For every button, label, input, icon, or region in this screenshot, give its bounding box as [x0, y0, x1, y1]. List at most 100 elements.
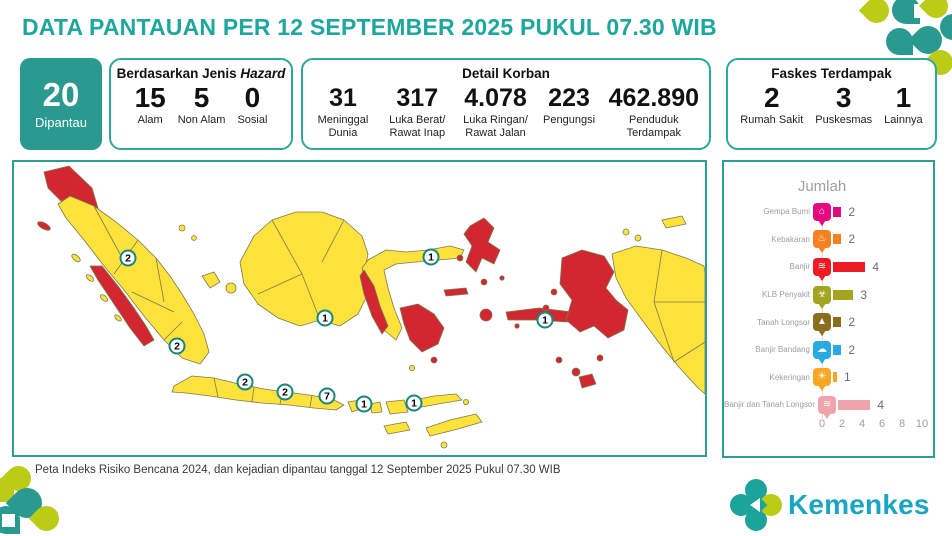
stat-item-penduduk: 462.890 Penduduk Terdampak — [603, 83, 705, 139]
stat-label: Pengungsi — [543, 114, 596, 126]
chart-bar — [833, 206, 842, 217]
chart-bar — [833, 372, 837, 383]
stat-item-puskesmas: 3 Puskesmas — [809, 83, 878, 127]
stat-item-non-alam: 5 Non Alam — [172, 83, 232, 127]
stat-value: 223 — [548, 84, 590, 112]
stat-label: Non Alam — [177, 114, 226, 126]
page-title: DATA PANTAUAN PER 12 SEPTEMBER 2025 PUKU… — [22, 14, 717, 40]
map-marker: 1 — [422, 248, 440, 266]
faskes-items: 2 Rumah Sakit 3 Puskesmas 1 Lainnya — [728, 81, 935, 148]
kebakaran-icon: ♨ — [813, 230, 831, 254]
faskes-card: Faskes Terdampak 2 Rumah Sakit 3 Puskesm… — [726, 58, 937, 150]
monitored-value: 20 — [42, 76, 80, 113]
stat-value: 5 — [193, 82, 210, 113]
map-source-note: Peta Indeks Risiko Bencana 2024, dan kej… — [35, 464, 561, 476]
chart-bar — [838, 399, 871, 410]
stat-value: 0 — [244, 82, 261, 113]
stat-item-lainnya: 1 Lainnya — [878, 83, 929, 127]
petal-icon — [940, 14, 952, 40]
stat-value: 4.078 — [464, 84, 527, 112]
indonesia-risk-map: 2 2 1 2 2 7 1 1 1 1 — [12, 160, 707, 457]
stat-item-rumah-sakit: 2 Rumah Sakit — [734, 83, 809, 127]
victim-items: 31 Meninggal Dunia 317 Luka Berat/ Rawat… — [303, 81, 709, 148]
chart-value-label: 4 — [872, 259, 880, 274]
petal-icon — [892, 0, 920, 24]
petal-icon — [858, 0, 895, 29]
stat-value: 31 — [329, 84, 357, 112]
stat-value: 3 — [835, 82, 852, 113]
map-marker: 2 — [236, 373, 254, 391]
hazard-title-text: Berdasarkan Jenis — [116, 66, 241, 81]
banjir-bandang-icon: ☁ — [813, 340, 831, 364]
petal-icon — [886, 28, 913, 55]
monitored-count-card: 20 Dipantau — [20, 58, 102, 150]
map-marker: 2 — [168, 337, 186, 355]
kemenkes-wordmark: Kemenkes — [788, 489, 930, 520]
hazard-type-card: Berdasarkan Jenis Hazard 15 Alam 5 Non A… — [109, 58, 293, 150]
chart-row: Kekeringan ☀ 1 — [724, 364, 933, 392]
chart-value-label: 4 — [877, 397, 885, 412]
map-marker: 2 — [276, 383, 294, 401]
chart-category-label: Kebakaran — [771, 234, 810, 244]
stat-item-luka-ringan: 4.078 Luka Ringan/ Rawat Jalan — [456, 83, 536, 139]
chart-title: Jumlah — [797, 178, 847, 195]
chart-value-label: 2 — [848, 204, 856, 219]
stat-item-sosial: 0 Sosial — [231, 83, 273, 127]
chart-category-label: Tanah Longsor — [757, 317, 810, 327]
hazard-items: 15 Alam 5 Non Alam 0 Sosial — [111, 81, 291, 148]
stat-item-alam: 15 Alam — [129, 83, 172, 127]
chart-row: Tanah Longsor ▲ 2 — [724, 308, 933, 337]
stat-value: 15 — [134, 82, 166, 113]
stat-value: 1 — [895, 82, 912, 113]
petal-icon — [919, 0, 952, 23]
banjir-icon: ≋ — [813, 257, 831, 281]
chart-bar — [833, 261, 866, 272]
klb-penyakit-icon: ☣ — [813, 285, 831, 309]
stat-label: Sosial — [237, 114, 268, 126]
petal-icon — [914, 4, 928, 18]
victim-detail-card: Detail Korban 31 Meninggal Dunia 317 Luk… — [301, 58, 711, 150]
chart-category-label: Gempa Bumi — [763, 207, 810, 217]
banjir-tanah-longsor-icon: ≋ — [818, 395, 837, 419]
chart-row: KLB Penyakit ☣ 3 — [724, 281, 933, 309]
stat-value: 2 — [764, 82, 780, 113]
hazard-card-title: Berdasarkan Jenis Hazard — [117, 66, 286, 81]
chart-bar — [833, 344, 842, 355]
chart-category-label: Banjir Bandang — [755, 345, 810, 355]
map-marker: 1 — [536, 311, 554, 329]
hazard-title-italic: Hazard — [240, 66, 286, 81]
stat-label: Luka Berat/ Rawat Inap — [389, 114, 446, 139]
stat-label: Lainnya — [884, 114, 923, 126]
kemenkes-logo-icon — [730, 479, 782, 531]
chart-value-label: 2 — [848, 342, 856, 357]
stat-value: 462.890 — [608, 84, 700, 112]
gempa-bumi-icon: ⌂ — [813, 202, 831, 226]
stat-label: Puskesmas — [815, 114, 873, 126]
kemenkes-brand: Kemenkes — [730, 478, 940, 532]
stat-value: 317 — [396, 84, 439, 112]
stat-item-luka-berat: 317 Luka Berat/ Rawat Inap — [379, 83, 456, 139]
stat-item-meninggal: 31 Meninggal Dunia — [307, 83, 379, 139]
chart-value-label: 2 — [848, 232, 856, 247]
chart-category-label: Banjir — [789, 262, 810, 272]
stat-label: Penduduk Terdampak — [626, 114, 682, 139]
monitored-label: Dipantau — [34, 115, 88, 130]
chart-axis-line — [822, 202, 823, 418]
map-marker: 2 — [119, 249, 137, 267]
victim-card-title: Detail Korban — [462, 66, 550, 81]
petal-icon — [2, 514, 15, 527]
chart-category-label: KLB Penyakit — [761, 290, 810, 300]
map-marker: 1 — [405, 394, 423, 412]
stat-label: Rumah Sakit — [740, 114, 804, 126]
chart-tick-label: 4 — [858, 418, 866, 430]
map-marker: 7 — [318, 387, 336, 405]
petal-icon — [908, 20, 948, 60]
chart-row: Banjir Bandang ☁ 2 — [724, 336, 933, 364]
chart-row: Banjir ≋ 4 — [724, 253, 933, 281]
chart-category-label: Banjir dan Tanah Longsor — [724, 400, 816, 410]
petal-icon — [0, 506, 20, 534]
petal-icon — [0, 478, 14, 502]
faskes-card-title: Faskes Terdampak — [771, 66, 892, 81]
stat-label: Luka Ringan/ Rawat Jalan — [463, 114, 528, 139]
chart-row: Gempa Bumi ⌂ 2 — [724, 198, 933, 226]
